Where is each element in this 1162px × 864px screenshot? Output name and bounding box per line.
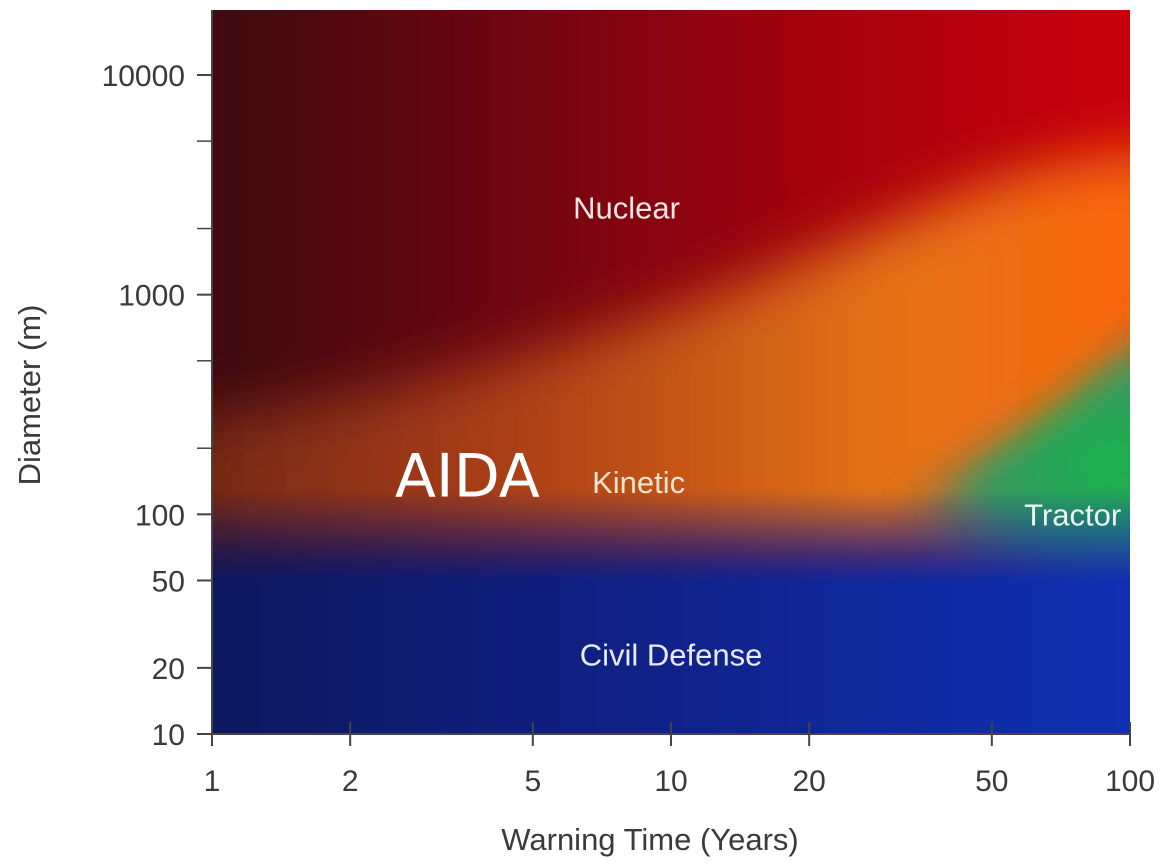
region-label-tractor: Tractor xyxy=(1024,497,1121,532)
region-labels: Nuclear Kinetic Tractor Civil Defense xyxy=(573,190,1121,672)
plot-area xyxy=(212,10,1130,733)
annotation-labels: AIDA xyxy=(395,442,540,512)
y-tick-label: 100 xyxy=(135,499,185,532)
y-tick-label: 10 xyxy=(152,719,185,752)
x-tick-label: 50 xyxy=(975,765,1008,798)
x-tick-label: 100 xyxy=(1105,765,1155,798)
region-label-nuclear: Nuclear xyxy=(573,190,680,225)
y-tick-label: 1000 xyxy=(118,280,185,313)
x-axis-title: Warning Time (Years) xyxy=(501,822,798,857)
region-label-kinetic: Kinetic xyxy=(592,465,685,500)
y-axis-title: Diameter (m) xyxy=(12,305,47,486)
x-tick-label: 20 xyxy=(792,765,825,798)
x-tick-label: 5 xyxy=(524,765,541,798)
y-tick-label: 50 xyxy=(152,565,185,598)
annotation-aida: AIDA xyxy=(395,442,540,512)
y-tick-label: 10000 xyxy=(102,60,185,93)
x-ticks: 1 2 5 10 20 50 100 xyxy=(204,722,1155,798)
region-civil-defense-fill xyxy=(212,490,1130,733)
axes: 1 2 5 10 20 50 100 10 20 50 100 1000 10000 xyxy=(102,10,1155,798)
y-ticks: 10 20 50 100 1000 10000 xyxy=(102,60,212,752)
y-tick-label: 20 xyxy=(152,653,185,686)
x-tick-label: 2 xyxy=(342,765,359,798)
region-kinetic-fill xyxy=(212,152,1130,560)
region-label-civil-defense: Civil Defense xyxy=(580,638,763,673)
x-tick-label: 10 xyxy=(654,765,687,798)
x-tick-label: 1 xyxy=(204,765,221,798)
